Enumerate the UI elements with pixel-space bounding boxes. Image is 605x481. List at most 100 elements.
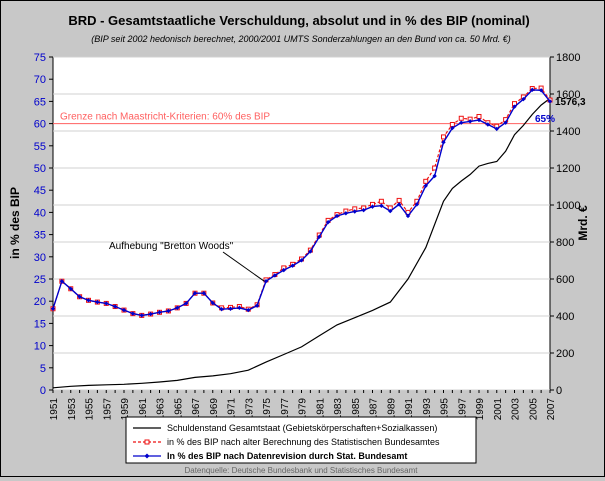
data-point-revised-pct [388,208,393,214]
data-point-old-pct [423,178,429,184]
legend-label-2: In % des BIP nach Datenrevision durch St… [167,451,407,461]
y-tick-label-right: 800 [556,237,574,249]
x-tick-label: 1979 [298,398,309,421]
data-point-revised-pct [467,119,473,124]
bretton-woods-arrow [222,251,265,282]
y-tick-label-left: 40 [34,207,46,219]
chart-title: BRD - Gesamtstaatliche Verschuldung, abs… [68,13,529,28]
source-footer: Datenquelle: Deutsche Bundesbank und Sta… [184,466,418,475]
series-line-0 [52,97,551,389]
y-tick-label-right: 1200 [556,163,580,175]
data-point-revised-pct [547,99,553,104]
data-point-revised-pct [432,173,437,179]
legend: Schuldenstand Gesamtstaat (Gebietskörper… [133,423,440,461]
y-tick-label-left: 20 [34,296,46,308]
y-tick-label-left: 10 [34,341,46,353]
y-tick-label-right: 1400 [556,126,580,138]
data-point-revised-pct [290,263,295,268]
data-point-revised-pct [414,202,420,207]
x-tick-label: 1993 [422,398,433,421]
data-point-revised-pct [352,209,357,214]
y-tick-label-left: 0 [40,385,46,397]
x-tick-label: 1951 [49,398,60,421]
data-point-revised-pct [175,305,180,311]
x-tick-label: 1991 [404,398,415,421]
data-point-revised-pct [459,120,464,125]
data-point-revised-pct [59,279,65,284]
data-point-revised-pct [210,300,215,306]
data-point-revised-pct [263,279,269,284]
y-tick-label-left: 5 [40,363,46,375]
x-tick-label: 1955 [85,398,96,421]
legend-box [125,416,477,464]
x-tick-label: 1983 [333,398,344,421]
data-point-revised-pct [183,301,189,306]
x-tick-label: 1987 [369,398,380,421]
data-point-revised-pct [192,291,198,296]
series-layer [50,85,553,389]
x-tick-label: 1997 [457,398,468,421]
data-point-revised-pct [68,286,73,291]
data-point-revised-pct [50,306,56,311]
legend-label-0: Schuldenstand Gesamtstaat (Gebietskörper… [167,423,437,433]
data-point-revised-pct [494,126,499,132]
data-point-revised-pct [476,117,482,123]
data-point-revised-pct [317,234,322,240]
legend-marker-1 [144,439,150,445]
legend-marker-2 [144,453,150,459]
y-tick-label-right: 400 [556,311,574,323]
data-point-revised-pct [299,258,304,263]
data-point-old-pct [441,134,446,140]
x-tick-label: 2003 [511,398,522,421]
threshold-layer: Grenze nach Maastricht-Kriterien: 60% de… [53,112,550,125]
data-point-revised-pct [405,213,411,219]
x-tick-label: 1977 [280,398,291,421]
y-tick-label-left: 30 [34,252,46,264]
data-point-revised-pct [112,304,118,309]
data-point-revised-pct [370,204,375,209]
last-debt-label: 1576,3 [555,97,586,108]
data-point-revised-pct [441,140,446,145]
data-point-revised-pct [86,298,91,303]
data-point-revised-pct [95,299,100,305]
data-point-revised-pct [423,183,428,188]
x-tick-label: 1989 [386,398,397,421]
y-tick-label-right: 1600 [556,89,580,101]
data-point-revised-pct [512,104,517,109]
x-tick-label: 1969 [209,398,220,421]
y-axis-label-left: in % des BIP [8,187,22,259]
data-point-revised-pct [325,219,331,225]
data-point-revised-pct [396,202,402,207]
x-tick-label: 1957 [102,398,113,421]
data-point-revised-pct [219,306,224,312]
x-tick-label: 1981 [315,398,326,421]
data-point-revised-pct [361,207,366,213]
x-tick-label: 1971 [227,398,238,421]
x-tick-label: 1959 [120,398,131,421]
x-tick-label: 1973 [244,398,255,421]
y-tick-label-left: 35 [34,230,46,242]
data-point-revised-pct [130,311,136,316]
data-point-old-pct [458,115,464,121]
data-point-revised-pct [77,294,82,299]
data-point-revised-pct [379,203,384,208]
data-point-revised-pct [538,88,544,93]
y-tick-label-right: 200 [556,348,574,360]
legend-label-1: in % des BIP nach alter Berechnung des S… [167,437,440,447]
grid [53,56,550,391]
maastricht-threshold-label: Grenze nach Maastricht-Kriterien: 60% de… [60,112,270,123]
data-point-revised-pct [157,310,162,315]
y-tick-label-left: 70 [34,74,46,86]
y-tick-label-left: 65 [34,96,46,108]
data-point-revised-pct [148,311,153,317]
y-tick-label-left: 50 [34,163,46,175]
y-tick-label-right: 1000 [556,200,580,212]
data-point-revised-pct [166,308,171,314]
data-point-revised-pct [201,291,207,296]
x-tick-label: 1975 [262,398,273,421]
x-tick-label: 1965 [173,398,184,421]
data-point-revised-pct [485,122,491,127]
plot-area [52,56,551,391]
data-point-revised-pct [139,313,144,318]
